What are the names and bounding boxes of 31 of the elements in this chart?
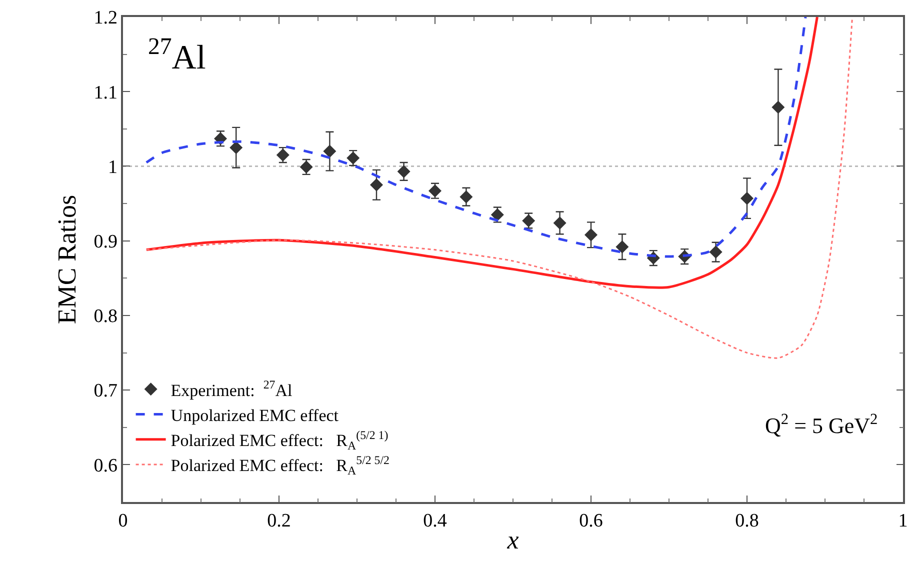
x-axis-title: x xyxy=(506,526,520,555)
point xyxy=(460,190,473,204)
x-tick-label: 0.6 xyxy=(579,510,603,532)
y-tick-label: 0.8 xyxy=(94,306,118,328)
x-tick-label: 0.4 xyxy=(423,510,448,532)
y-axis-title: EMC Ratios xyxy=(52,194,82,324)
point xyxy=(553,216,566,230)
y-tick-label: 1.1 xyxy=(94,82,118,104)
annotation: Q$^{2}$ = 5 GeV$^{2}$ xyxy=(765,411,878,438)
point xyxy=(397,164,410,178)
point xyxy=(584,228,598,242)
y-tick-label: 0.7 xyxy=(94,380,118,402)
x-tick-label: 0.2 xyxy=(267,510,291,532)
y-tick-label: 1 xyxy=(108,156,118,178)
y-tick-label: 0.6 xyxy=(94,455,118,476)
y-tick-label: 1.2 xyxy=(94,8,118,29)
line-series xyxy=(146,17,854,359)
point xyxy=(323,144,336,158)
point xyxy=(772,100,785,114)
annotation: $^{27}$Al xyxy=(148,34,206,76)
x-tick-label: 0 xyxy=(118,510,128,532)
legend-label: Experiment: $^{27}$Al xyxy=(170,378,292,400)
point xyxy=(616,240,629,254)
point xyxy=(370,178,383,192)
point xyxy=(709,246,722,259)
y-tick-label: 0.9 xyxy=(94,232,118,252)
x-tick-label: 0.8 xyxy=(735,510,759,532)
point xyxy=(740,192,754,205)
legend-label: Unpolarized EMC effect xyxy=(170,406,339,425)
point xyxy=(230,141,243,154)
x-tick-label: 1 xyxy=(898,510,908,532)
